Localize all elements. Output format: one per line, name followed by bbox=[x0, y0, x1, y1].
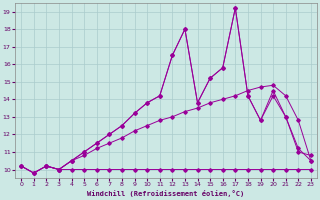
X-axis label: Windchill (Refroidissement éolien,°C): Windchill (Refroidissement éolien,°C) bbox=[87, 190, 245, 197]
